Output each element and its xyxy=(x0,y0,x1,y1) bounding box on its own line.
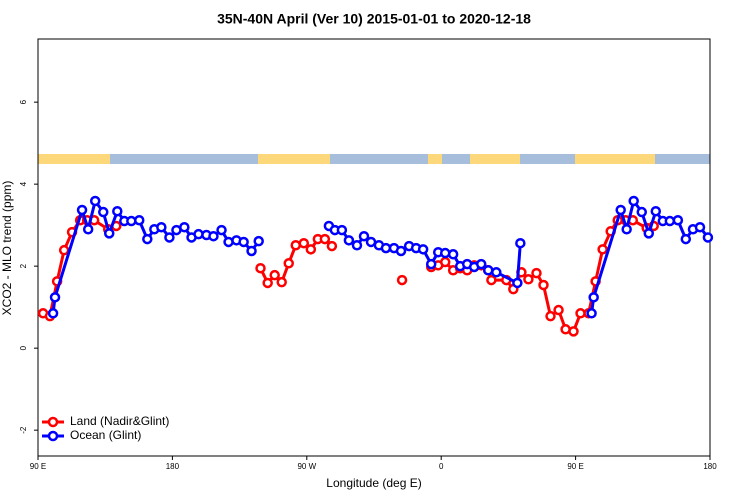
data-point xyxy=(283,258,294,269)
data-point xyxy=(58,244,70,256)
data-point xyxy=(47,308,59,319)
data-point xyxy=(545,310,556,322)
data-point xyxy=(425,258,437,270)
data-point xyxy=(643,228,655,239)
x-tick-label: 180 xyxy=(703,462,717,471)
data-point xyxy=(615,204,626,216)
data-point xyxy=(319,233,331,245)
data-point xyxy=(269,269,280,281)
data-point xyxy=(336,224,348,236)
data-point xyxy=(276,276,287,288)
data-point xyxy=(512,277,523,289)
data-point xyxy=(475,258,487,270)
data-point xyxy=(523,274,534,285)
data-point xyxy=(486,274,497,286)
data-point xyxy=(588,292,599,303)
data-point xyxy=(76,204,88,216)
data-point xyxy=(575,308,586,319)
data-point xyxy=(298,237,310,249)
data-point xyxy=(664,215,676,227)
data-point xyxy=(650,205,662,217)
data-point xyxy=(447,249,459,260)
data-point xyxy=(343,235,355,246)
data-point xyxy=(531,267,542,279)
data-point xyxy=(568,326,579,337)
data-point xyxy=(586,308,597,319)
data-point xyxy=(156,221,167,233)
data-point xyxy=(133,214,145,226)
data-point xyxy=(621,224,632,235)
data-point xyxy=(702,232,714,243)
data-point xyxy=(694,221,706,233)
data-point xyxy=(628,195,639,207)
series-line xyxy=(590,197,710,314)
data-point xyxy=(98,206,109,218)
plot-frame xyxy=(37,38,711,457)
data-point xyxy=(680,233,692,245)
data-point xyxy=(142,233,153,245)
y-tick-label: 6 xyxy=(19,99,28,104)
data-point xyxy=(636,206,648,218)
y-tick-label: -2 xyxy=(19,426,28,434)
legend-label: Land (Nadir&Glint) xyxy=(70,414,169,428)
data-point xyxy=(49,292,61,303)
x-tick-label: 0 xyxy=(439,462,444,471)
x-tick-label: 180 xyxy=(166,462,180,471)
data-point xyxy=(553,304,564,316)
data-point xyxy=(89,195,101,207)
y-tick-label: 2 xyxy=(19,263,28,268)
data-point xyxy=(253,235,264,247)
data-point xyxy=(351,239,363,251)
data-point xyxy=(112,205,123,217)
data-point xyxy=(238,236,249,248)
data-point xyxy=(255,262,266,274)
data-point xyxy=(179,221,190,233)
data-point xyxy=(164,232,175,243)
data-point xyxy=(246,245,257,257)
data-point xyxy=(380,242,392,254)
data-point xyxy=(290,239,301,251)
data-point xyxy=(305,244,317,255)
x-tick-label: 90 W xyxy=(297,462,316,471)
data-point xyxy=(538,279,549,291)
data-point xyxy=(82,224,94,235)
data-point xyxy=(326,240,338,252)
series-line xyxy=(51,197,260,314)
chart-title: 35N-40N April (Ver 10) 2015-01-01 to 202… xyxy=(217,11,531,27)
data-point xyxy=(358,230,370,242)
data-point xyxy=(439,256,451,268)
y-tick-label: 4 xyxy=(19,181,28,186)
data-point xyxy=(597,244,608,255)
data-point xyxy=(396,274,408,286)
data-point xyxy=(491,267,502,278)
data-point xyxy=(262,277,273,289)
data-point xyxy=(417,244,429,255)
land-ocean-strip xyxy=(38,154,710,164)
data-point xyxy=(672,214,684,226)
x-tick-label: 90 E xyxy=(567,462,583,471)
data-point xyxy=(208,230,219,242)
data-point xyxy=(103,228,115,239)
legend-marker xyxy=(47,416,59,428)
series-line xyxy=(430,218,655,334)
data-point xyxy=(395,245,407,257)
y-tick-label: 0 xyxy=(19,345,28,350)
y-axis-label: XCO2 - MLO trend (ppm) xyxy=(0,181,14,316)
data-point xyxy=(482,265,494,276)
legend-label: Ocean (Glint) xyxy=(70,428,141,442)
data-point xyxy=(515,237,526,249)
x-axis-label: Longitude (deg E) xyxy=(326,476,421,490)
data-point xyxy=(439,247,451,259)
data-point xyxy=(216,224,227,236)
legend-marker xyxy=(47,430,59,442)
x-tick-label: 90 E xyxy=(30,462,46,471)
